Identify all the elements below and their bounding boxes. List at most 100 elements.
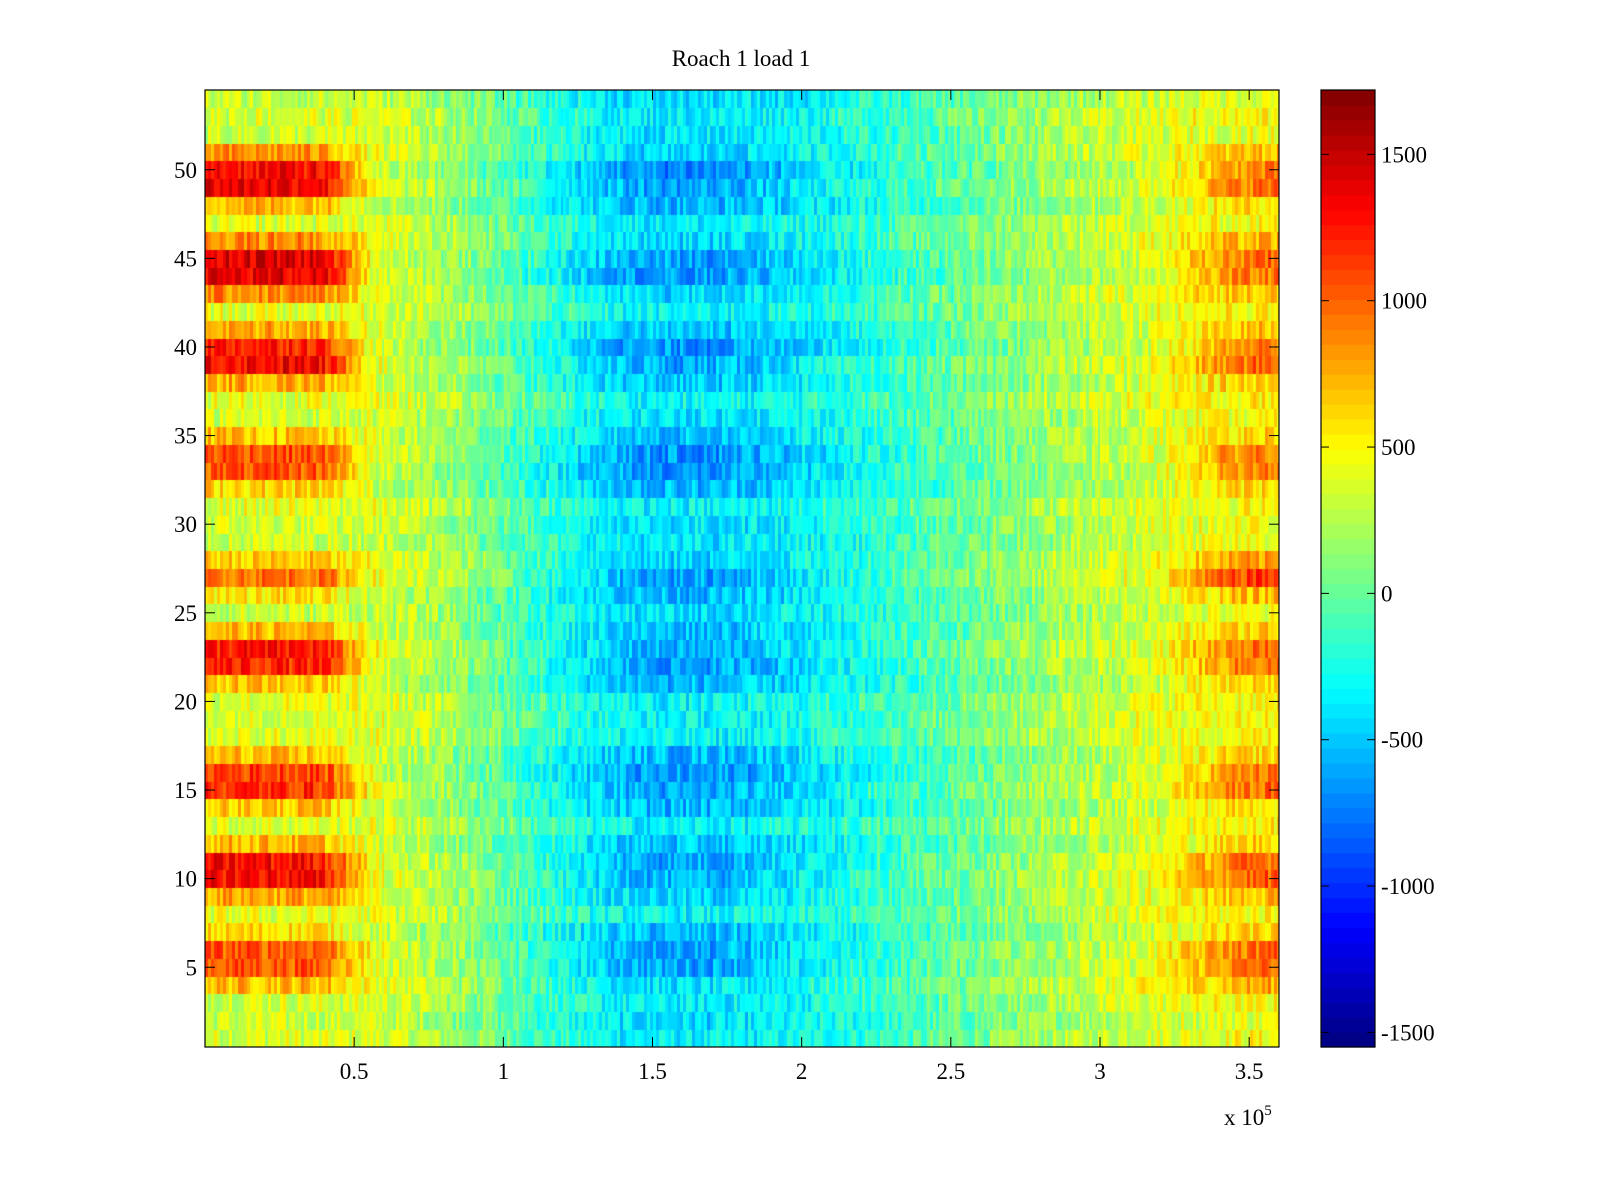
colorbar-band: [1321, 359, 1375, 375]
colorbar-band: [1321, 553, 1375, 570]
colorbar-band: [1321, 493, 1375, 510]
x-axis: 0.5 1 1.5 2 2.5 3 3.5: [340, 90, 1264, 1084]
colorbar-band: [1321, 269, 1375, 285]
colorbar-band: [1321, 688, 1375, 704]
colorbar-band: [1321, 374, 1375, 390]
colorbar-band: [1321, 284, 1375, 300]
y-tick-label: 10: [174, 867, 197, 892]
colorbar-band: [1321, 747, 1375, 764]
colorbar-band: [1321, 807, 1375, 824]
colorbar-band: [1321, 478, 1375, 495]
colorbar-band: [1321, 852, 1375, 869]
colorbar-band: [1321, 329, 1375, 345]
colorbar-band: [1321, 987, 1375, 1003]
colorbar-band: [1321, 658, 1375, 674]
colorbar-band: [1321, 583, 1375, 600]
y-tick-label: 25: [174, 601, 197, 626]
colorbar-gradient: [1321, 90, 1375, 1048]
colorbar-band: [1321, 703, 1375, 719]
colorbar-tick-label: -1500: [1381, 1020, 1435, 1045]
colorbar-band: [1321, 523, 1375, 540]
colorbar-band: [1321, 149, 1375, 166]
colorbar-axis: -1500 -1000 -500 0 500 1000 1500: [1321, 142, 1435, 1045]
y-tick-label: 50: [174, 158, 197, 183]
colorbar-tick-label: -1000: [1381, 874, 1435, 899]
chart-title: Roach 1 load 1: [672, 46, 811, 71]
x-tick-label: 1.5: [638, 1059, 667, 1084]
colorbar-band: [1321, 433, 1375, 450]
plot-area: 0.5 1 1.5 2 2.5 3 3.5 5 10 15 20 25 30 35 40 45 50 x 10…: [174, 89, 1280, 1130]
colorbar-band: [1321, 777, 1375, 794]
colorbar-band: [1321, 254, 1375, 271]
colorbar-band: [1321, 882, 1375, 899]
colorbar-band: [1321, 1032, 1375, 1048]
colorbar-band: [1321, 1017, 1375, 1033]
x-tick-label: 3.5: [1235, 1059, 1264, 1084]
colorbar-band: [1321, 598, 1375, 614]
colorbar-band: [1321, 762, 1375, 779]
colorbar-band: [1321, 673, 1375, 689]
colorbar-band: [1321, 643, 1375, 659]
colorbar: -1500 -1000 -500 0 500 1000 1500: [1320, 89, 1435, 1048]
colorbar-band: [1321, 448, 1375, 465]
colorbar-band: [1321, 732, 1375, 749]
colorbar-band: [1321, 942, 1375, 958]
colorbar-band: [1321, 418, 1375, 435]
colorbar-tick-label: 1000: [1381, 289, 1427, 314]
colorbar-band: [1321, 508, 1375, 525]
y-axis: 5 10 15 20 25 30 35 40 45 50: [174, 158, 1279, 980]
y-tick-label: 20: [174, 689, 197, 714]
colorbar-band: [1321, 822, 1375, 839]
colorbar-tick-label: 0: [1381, 581, 1393, 606]
colorbar-band: [1321, 239, 1375, 256]
x-tick-label: 1: [498, 1059, 510, 1084]
colorbar-band: [1321, 1002, 1375, 1018]
plot-frame: [204, 89, 1280, 1048]
y-tick-label: 35: [174, 424, 197, 449]
colorbar-band: [1321, 792, 1375, 809]
heatmap-cells: [205, 90, 1279, 1047]
colorbar-band: [1321, 972, 1375, 988]
colorbar-band: [1321, 299, 1375, 315]
colorbar-band: [1321, 194, 1375, 211]
colorbar-band: [1321, 718, 1375, 734]
y-tick-label: 5: [186, 955, 198, 980]
colorbar-frame: [1320, 89, 1376, 1048]
colorbar-tick-label: -500: [1381, 728, 1423, 753]
colorbar-band: [1321, 314, 1375, 330]
colorbar-band: [1321, 134, 1375, 151]
y-tick-label: 45: [174, 246, 197, 271]
colorbar-band: [1321, 90, 1375, 106]
y-tick-label: 15: [174, 778, 197, 803]
y-tick-label: 30: [174, 512, 197, 537]
x-tick-label: 0.5: [340, 1059, 369, 1084]
colorbar-band: [1321, 837, 1375, 854]
colorbar-band: [1321, 568, 1375, 585]
colorbar-band: [1321, 179, 1375, 196]
colorbar-band: [1321, 867, 1375, 884]
heatmap-image-container: [205, 90, 1279, 1047]
y-tick-label: 40: [174, 335, 197, 360]
x-exponent-label: x 105: [1224, 1103, 1272, 1130]
colorbar-band: [1321, 209, 1375, 226]
colorbar-band: [1321, 897, 1375, 914]
colorbar-band: [1321, 344, 1375, 360]
colorbar-band: [1321, 927, 1375, 943]
colorbar-band: [1321, 119, 1375, 136]
colorbar-band: [1321, 628, 1375, 644]
colorbar-band: [1321, 164, 1375, 181]
colorbar-band: [1321, 224, 1375, 241]
colorbar-band: [1321, 912, 1375, 928]
colorbar-band: [1321, 463, 1375, 480]
colorbar-tick-label: 500: [1381, 435, 1416, 460]
colorbar-band: [1321, 404, 1375, 420]
colorbar-band: [1321, 389, 1375, 405]
colorbar-band: [1321, 538, 1375, 555]
colorbar-band: [1321, 104, 1375, 121]
x-tick-label: 2: [796, 1059, 808, 1084]
x-tick-label: 3: [1094, 1059, 1106, 1084]
colorbar-tick-label: 1500: [1381, 142, 1427, 167]
colorbar-band: [1321, 613, 1375, 629]
x-exponent-power: 5: [1264, 1103, 1272, 1119]
